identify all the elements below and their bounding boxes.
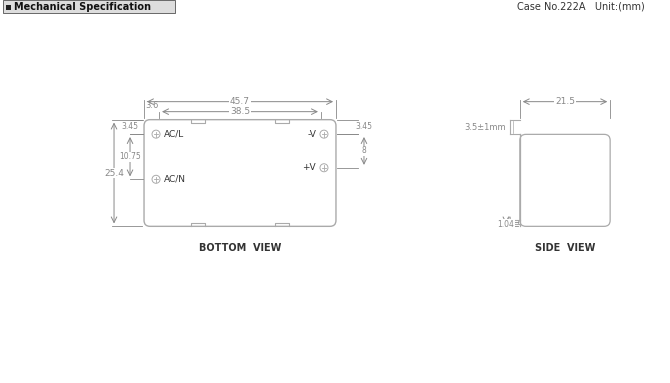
Text: AC/N: AC/N xyxy=(164,175,186,184)
Text: 8: 8 xyxy=(362,146,366,155)
Text: Mechanical Specification: Mechanical Specification xyxy=(14,2,151,11)
Text: 10.75: 10.75 xyxy=(119,152,141,161)
Text: 3.45: 3.45 xyxy=(356,123,373,131)
Text: 3.6: 3.6 xyxy=(145,101,158,110)
Text: 45.7: 45.7 xyxy=(230,97,250,106)
Text: +V: +V xyxy=(302,163,316,172)
Text: Case No.222A   Unit:(mm): Case No.222A Unit:(mm) xyxy=(517,2,645,11)
Text: 3.5±1mm: 3.5±1mm xyxy=(464,123,506,131)
Text: 3.45: 3.45 xyxy=(121,123,139,131)
Text: AC/L: AC/L xyxy=(164,130,184,139)
FancyBboxPatch shape xyxy=(144,119,336,226)
Text: 1.04: 1.04 xyxy=(497,220,515,229)
Text: BOTTOM  VIEW: BOTTOM VIEW xyxy=(199,243,281,253)
Text: -V: -V xyxy=(307,130,316,139)
FancyBboxPatch shape xyxy=(520,134,610,226)
FancyBboxPatch shape xyxy=(3,0,175,13)
Bar xyxy=(6,5,11,10)
Text: 38.5: 38.5 xyxy=(230,107,250,116)
Text: 21.5: 21.5 xyxy=(555,97,575,106)
Text: SIDE  VIEW: SIDE VIEW xyxy=(535,243,595,253)
Text: 25.4: 25.4 xyxy=(104,169,124,177)
